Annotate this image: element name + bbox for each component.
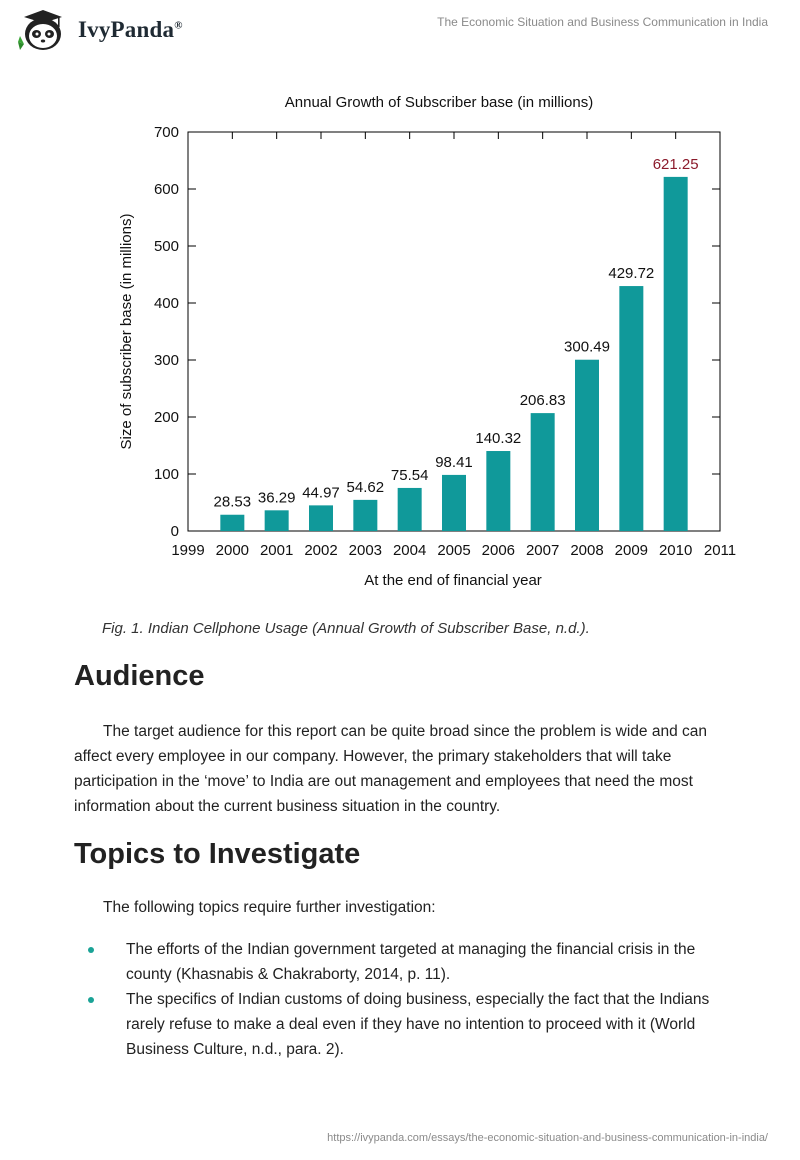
x-tick-label: 2001 [260, 542, 293, 559]
audience-paragraph: The target audience for this report can … [74, 723, 708, 815]
y-axis-label: Size of subscriber base (in millions) [118, 214, 135, 450]
y-tick-label: 500 [154, 238, 179, 255]
x-tick-label: 2004 [393, 542, 426, 559]
data-label: 140.32 [475, 430, 521, 447]
bar [442, 474, 466, 531]
data-label: 429.72 [608, 265, 654, 282]
data-label: 75.54 [391, 467, 429, 484]
chart-title: Annual Growth of Subscriber base (in mil… [285, 94, 593, 111]
bar [530, 413, 555, 531]
site-logo[interactable]: IvyPanda® [14, 8, 183, 52]
data-label: 44.97 [302, 484, 340, 501]
bar [264, 510, 289, 531]
data-label: 28.53 [214, 494, 252, 511]
list-item: The specifics of Indian customs of doing… [0, 987, 726, 1062]
data-label: 54.62 [347, 479, 385, 496]
bar [663, 176, 688, 531]
bar [575, 359, 599, 531]
y-tick-label: 700 [154, 124, 179, 141]
x-tick-label: 2003 [349, 542, 382, 559]
x-tick-label: 2011 [704, 542, 736, 559]
figure-caption: Fig. 1. Indian Cellphone Usage (Annual G… [102, 620, 590, 637]
x-tick-label: 2007 [526, 542, 559, 559]
bar [486, 451, 511, 531]
x-tick-label: 2009 [615, 542, 648, 559]
bullet-icon [88, 997, 94, 1003]
bar [397, 487, 422, 531]
y-tick-label: 200 [154, 409, 179, 426]
x-axis-label: At the end of financial year [364, 572, 542, 589]
y-tick-label: 300 [154, 352, 179, 369]
data-label: 621.25 [653, 156, 699, 173]
data-label: 98.41 [435, 454, 473, 471]
data-label: 206.83 [520, 392, 566, 409]
data-label: 300.49 [564, 339, 610, 356]
topics-heading: Topics to Investigate [74, 838, 361, 870]
x-tick-label: 2002 [304, 542, 337, 559]
y-tick-label: 600 [154, 181, 179, 198]
bar [220, 514, 245, 531]
x-tick-label: 2000 [216, 542, 249, 559]
bar [309, 505, 333, 531]
logo-text: IvyPanda® [78, 17, 183, 42]
topics-intro: The following topics require further inv… [103, 899, 436, 916]
audience-heading: Audience [74, 660, 205, 692]
document-title: The Economic Situation and Business Comm… [437, 15, 768, 29]
bar [353, 499, 378, 531]
footer-url[interactable]: https://ivypanda.com/essays/the-economic… [327, 1132, 768, 1144]
panda-logo-icon [18, 10, 62, 50]
bullet-icon [88, 947, 94, 953]
topics-list: The efforts of the Indian government tar… [0, 937, 800, 1062]
y-tick-label: 0 [171, 523, 179, 540]
chart-svg: Annual Growth of Subscriber base (in mil… [118, 94, 736, 589]
subscriber-growth-chart: Annual Growth of Subscriber base (in mil… [100, 90, 760, 600]
x-tick-label: 2005 [437, 542, 470, 559]
data-label: 36.29 [258, 489, 296, 506]
list-item: The efforts of the Indian government tar… [0, 937, 726, 987]
x-tick-label: 1999 [171, 542, 204, 559]
y-tick-label: 400 [154, 295, 179, 312]
bar [619, 286, 644, 531]
x-tick-label: 2006 [482, 542, 515, 559]
y-tick-label: 100 [154, 466, 179, 483]
x-tick-label: 2010 [659, 542, 692, 559]
x-tick-label: 2008 [570, 542, 603, 559]
